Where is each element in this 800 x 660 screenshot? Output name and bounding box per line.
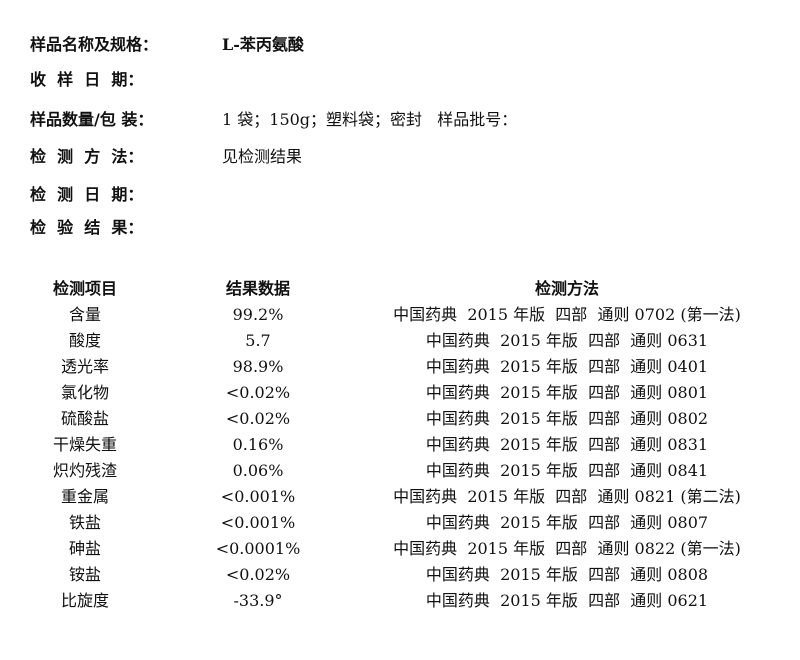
table-row: 酸度 5.7 中国药典 2015 年版 四部 通则 0631 xyxy=(0,328,800,354)
table-row: 铁盐 <0.001% 中国药典 2015 年版 四部 通则 0807 xyxy=(0,510,800,536)
test-item: 酸度 xyxy=(68,331,101,350)
test-method: 中国药典 2015 年版 四部 通则 0621 xyxy=(425,591,709,610)
info-label: 样品数量/包 装： xyxy=(30,110,154,129)
test-method: 中国药典 2015 年版 四部 通则 0702 (第一法) xyxy=(393,305,741,324)
table-row: 透光率 98.9% 中国药典 2015 年版 四部 通则 0401 xyxy=(0,354,800,380)
result-value: 0.06% xyxy=(232,461,284,480)
table-row: 铵盐 <0.02% 中国药典 2015 年版 四部 通则 0808 xyxy=(0,562,800,588)
result-value: 99.2% xyxy=(232,305,284,324)
result-value: <0.001% xyxy=(220,487,296,506)
test-item: 铁盐 xyxy=(68,513,101,532)
result-value: <0.0001% xyxy=(215,539,301,558)
table-row: 含量 99.2% 中国药典 2015 年版 四部 通则 0702 (第一法) xyxy=(0,302,800,328)
test-method: 中国药典 2015 年版 四部 通则 0401 xyxy=(425,357,709,376)
result-value: <0.02% xyxy=(225,565,291,584)
result-value: 98.9% xyxy=(232,357,284,376)
info-value: L-苯丙氨酸 xyxy=(222,35,304,54)
test-method: 中国药典 2015 年版 四部 通则 0822 (第一法) xyxy=(393,539,741,558)
info-label: 收 样 日 期： xyxy=(30,70,144,89)
result-value: <0.02% xyxy=(225,409,291,428)
test-method: 中国药典 2015 年版 四部 通则 0841 xyxy=(425,461,709,480)
test-item: 氯化物 xyxy=(60,383,109,402)
test-item: 透光率 xyxy=(60,357,109,376)
info-label: 检 测 方 法： xyxy=(30,147,144,166)
test-method: 中国药典 2015 年版 四部 通则 0631 xyxy=(425,331,709,350)
result-value: <0.001% xyxy=(220,513,296,532)
info-label: 检 验 结 果： xyxy=(30,218,144,237)
table-row: 炽灼残渣 0.06% 中国药典 2015 年版 四部 通则 0841 xyxy=(0,458,800,484)
table-row: 比旋度 -33.9° 中国药典 2015 年版 四部 通则 0621 xyxy=(0,588,800,614)
info-value: 1 袋；150g；塑料袋；密封 样品批号： xyxy=(222,110,518,129)
test-method: 中国药典 2015 年版 四部 通则 0801 xyxy=(425,383,709,402)
info-label: 样品名称及规格： xyxy=(30,35,159,54)
result-value: -33.9° xyxy=(233,591,283,610)
test-item: 含量 xyxy=(68,305,101,324)
header-result: 结果数据 xyxy=(225,279,290,298)
test-item: 比旋度 xyxy=(60,591,109,610)
test-item: 硫酸盐 xyxy=(60,409,109,428)
result-value: 5.7 xyxy=(245,331,271,350)
table-row: 氯化物 <0.02% 中国药典 2015 年版 四部 通则 0801 xyxy=(0,380,800,406)
test-results-table: 检测项目 结果数据 检测方法 含量 99.2% 中国药典 2015 年版 四部 通则… xyxy=(0,276,800,614)
header-method: 检测方法 xyxy=(534,279,599,298)
test-method: 中国药典 2015 年版 四部 通则 0807 xyxy=(425,513,709,532)
test-method: 中国药典 2015 年版 四部 通则 0821 (第二法) xyxy=(393,487,741,506)
table-row: 重金属 <0.001% 中国药典 2015 年版 四部 通则 0821 (第二法) xyxy=(0,484,800,510)
result-value: 0.16% xyxy=(232,435,284,454)
header-test-item: 检测项目 xyxy=(52,279,117,298)
info-label: 检 测 日 期： xyxy=(30,185,144,204)
test-item: 炽灼残渣 xyxy=(52,461,117,480)
test-item: 铵盐 xyxy=(68,565,101,584)
test-method: 中国药典 2015 年版 四部 通则 0802 xyxy=(425,409,709,428)
table-header: 检测项目 结果数据 检测方法 xyxy=(0,276,800,302)
test-item: 重金属 xyxy=(60,487,109,506)
test-method: 中国药典 2015 年版 四部 通则 0808 xyxy=(425,565,709,584)
test-item: 干燥失重 xyxy=(52,435,117,454)
table-row: 砷盐 <0.0001% 中国药典 2015 年版 四部 通则 0822 (第一法) xyxy=(0,536,800,562)
test-method: 中国药典 2015 年版 四部 通则 0831 xyxy=(425,435,709,454)
test-item: 砷盐 xyxy=(68,539,101,558)
table-row: 硫酸盐 <0.02% 中国药典 2015 年版 四部 通则 0802 xyxy=(0,406,800,432)
info-value: 见检测结果 xyxy=(222,147,303,166)
table-row: 干燥失重 0.16% 中国药典 2015 年版 四部 通则 0831 xyxy=(0,432,800,458)
result-value: <0.02% xyxy=(225,383,291,402)
